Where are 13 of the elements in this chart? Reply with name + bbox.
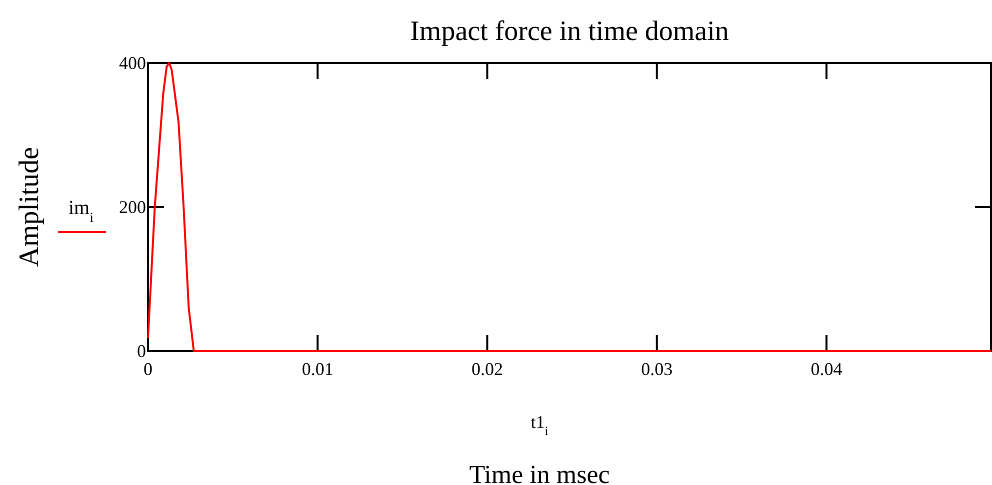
text: Time in msec — [469, 460, 610, 485]
line-series — [147, 62, 992, 352]
x-tick-label: 0.02 — [471, 359, 503, 379]
y-tick-label: 0 — [137, 341, 146, 361]
x-tick-label: 0.01 — [302, 359, 334, 379]
x-axis-title: t1$_{i}$ — [530, 412, 549, 438]
text: im$_{i}$ — [68, 197, 94, 226]
chart-title: Impact force in time domain — [410, 16, 729, 47]
x-tick-label: 0.04 — [810, 359, 842, 379]
y-tick-label: 400 — [119, 53, 146, 73]
y-axis-title: Amplitude — [14, 147, 45, 267]
x-tick-label: 0.03 — [641, 359, 673, 379]
y-tick-label: 200 — [119, 197, 146, 217]
